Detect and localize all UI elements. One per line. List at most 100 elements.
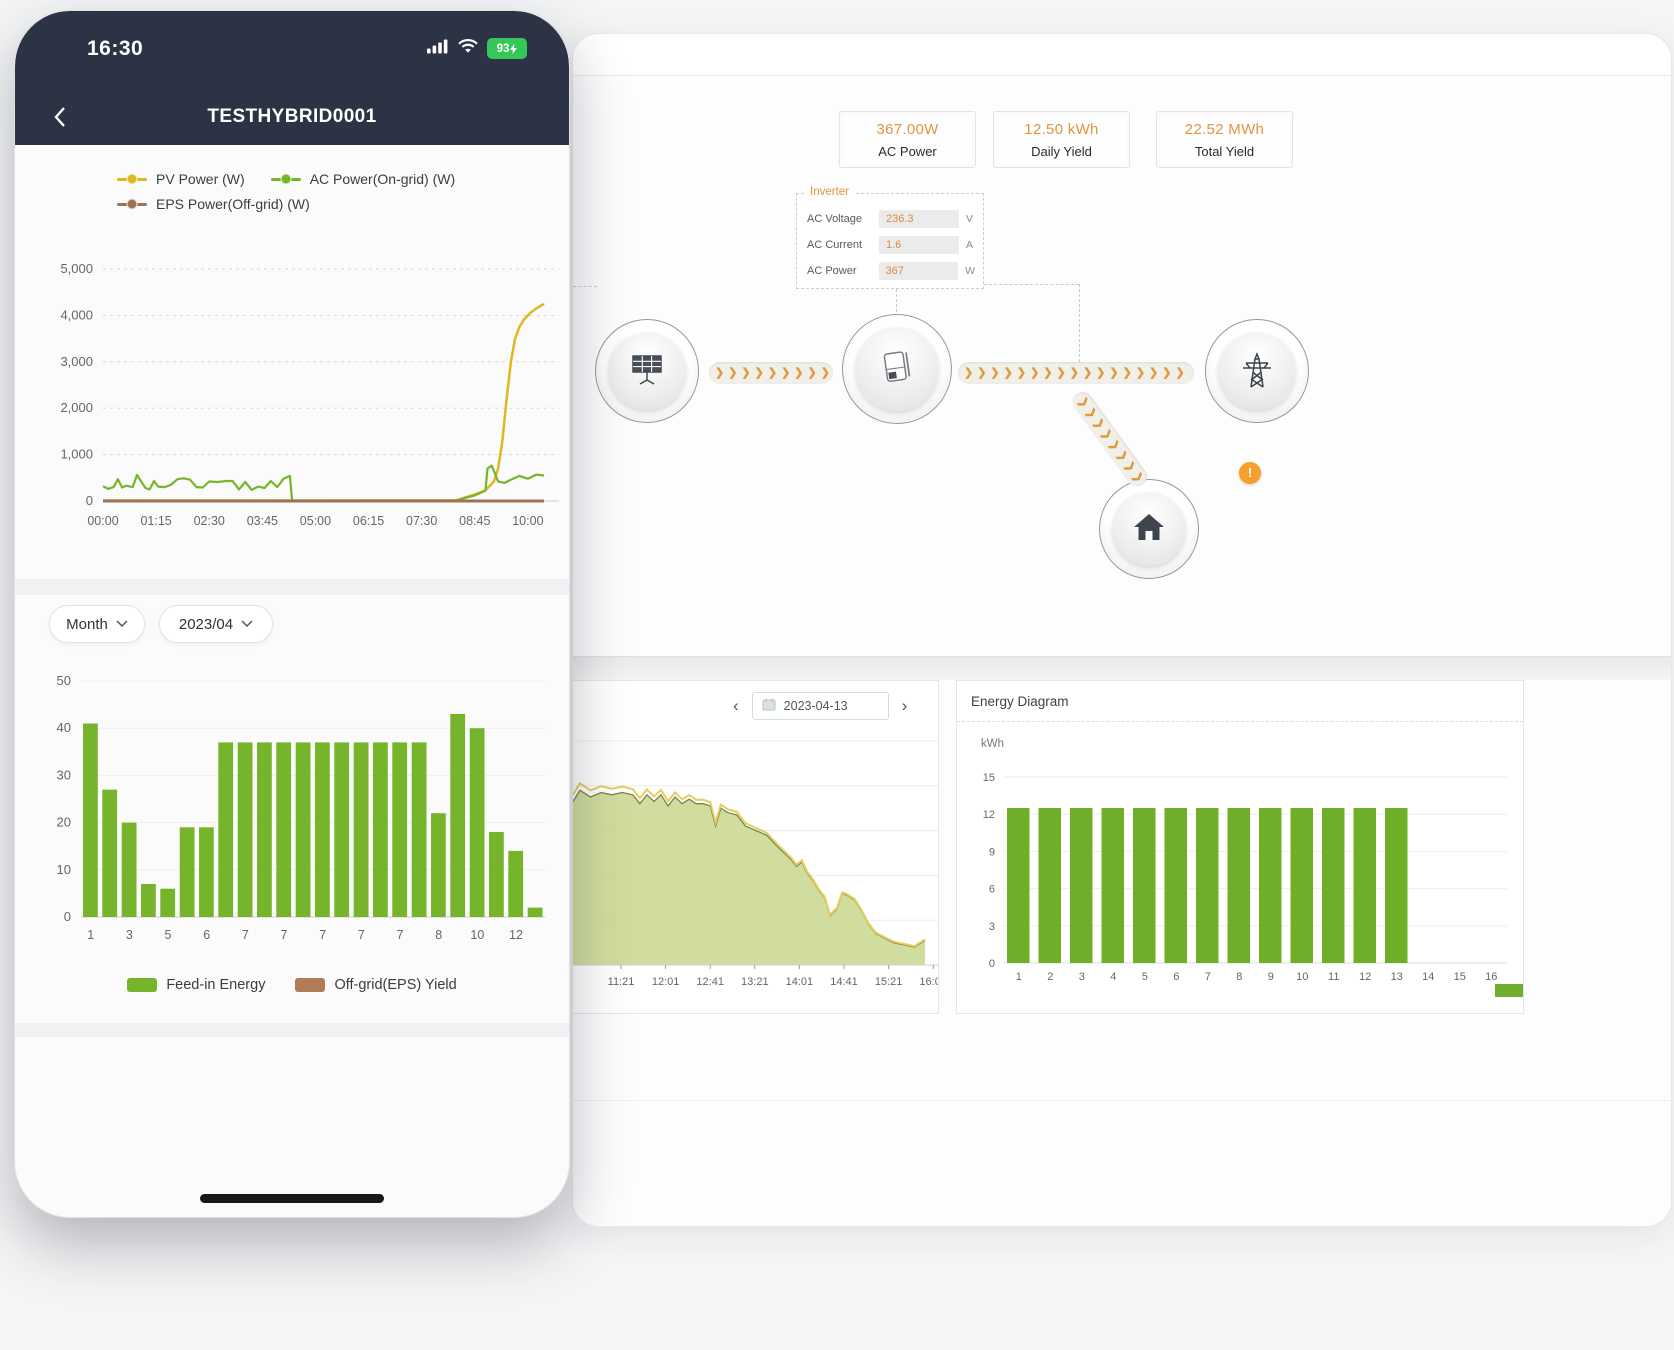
svg-text:03:45: 03:45 (247, 514, 278, 528)
next-day-button[interactable]: › (901, 696, 908, 715)
date-navigator: ‹ 2023-04-13 › (733, 692, 907, 720)
web-dashboard-window: 367.00W AC Power 12.50 kWh Daily Yield 2… (572, 33, 1672, 1227)
svg-text:6: 6 (203, 928, 210, 942)
legend-item-eps-yield[interactable]: Off-grid(EPS) Yield (295, 977, 457, 993)
svg-text:12:01: 12:01 (652, 976, 680, 988)
svg-text:4,000: 4,000 (60, 307, 93, 322)
svg-text:7: 7 (1205, 971, 1211, 983)
cellular-signal-icon (427, 38, 449, 59)
legend-item-feed-in[interactable]: Feed-in Energy (127, 977, 265, 993)
inverter-row-power: AC Power 367 W (807, 258, 975, 284)
battery-icon: 93 (487, 38, 527, 59)
date-value: 2023-04-13 (783, 699, 848, 713)
solar-panel-icon (627, 350, 667, 393)
section-divider (573, 656, 1671, 680)
daily-curve-panel: ‹ 2023-04-13 › 11:21 12:01 12:41 13:21 14:01… (573, 680, 939, 1014)
svg-text:2,000: 2,000 (60, 400, 93, 415)
stat-card-total-yield: 22.52 MWh Total Yield (1156, 111, 1293, 168)
daily-power-area-chart: 11:21 12:01 12:41 13:21 14:01 14:41 15:21 16:01 (573, 740, 939, 988)
energy-diagram-panel: Energy Diagram kWh 0 3 6 9 12 15 1 2 3 4 5 6 7 8 9 10 11… (956, 680, 1524, 1014)
svg-text:16:01: 16:01 (919, 976, 939, 988)
legend-item-eps-power[interactable]: EPS Power(Off-grid) (W) (117, 196, 310, 212)
svg-text:07:30: 07:30 (406, 514, 437, 528)
svg-text:15: 15 (1454, 971, 1466, 983)
month-dropdown[interactable]: 2023/04 (159, 605, 273, 643)
svg-text:12: 12 (1359, 971, 1371, 983)
period-dropdown[interactable]: Month (49, 605, 145, 643)
svg-text:13: 13 (1391, 971, 1403, 983)
svg-text:10: 10 (57, 862, 71, 877)
svg-text:10: 10 (1296, 971, 1308, 983)
legend-marker (117, 198, 147, 210)
svg-text:1: 1 (1016, 971, 1022, 983)
svg-text:30: 30 (57, 767, 71, 782)
svg-text:5: 5 (1142, 971, 1148, 983)
legend-swatch (295, 978, 326, 992)
phone-status-bar: 16:30 93 (15, 11, 569, 89)
back-button[interactable] (47, 103, 75, 131)
legend-marker (117, 173, 147, 185)
inverter-info-panel: Inverter AC Voltage 236.3 V AC Current 1… (796, 186, 984, 289)
svg-text:12:41: 12:41 (696, 976, 724, 988)
phone-nav-bar: TESTHYBRID0001 (15, 89, 569, 145)
svg-text:11:21: 11:21 (608, 976, 635, 988)
prev-day-button[interactable]: ‹ (733, 696, 739, 715)
alert-badge[interactable]: ! (1239, 462, 1261, 484)
svg-text:15: 15 (983, 772, 995, 784)
stat-value: 367.00W (876, 120, 939, 138)
svg-text:14:41: 14:41 (830, 976, 858, 988)
svg-text:5,000: 5,000 (60, 261, 93, 276)
stat-label: AC Power (878, 143, 937, 159)
svg-text:16: 16 (1485, 971, 1497, 983)
wifi-icon (457, 38, 479, 59)
svg-text:7: 7 (281, 928, 288, 942)
svg-text:9: 9 (1268, 971, 1274, 983)
svg-text:0: 0 (86, 493, 93, 508)
svg-text:6: 6 (989, 884, 995, 896)
svg-text:14: 14 (1422, 971, 1434, 983)
svg-text:2: 2 (1047, 971, 1053, 983)
svg-text:5: 5 (165, 928, 172, 942)
inverter-row-voltage: AC Voltage 236.3 V (807, 206, 975, 232)
svg-text:12: 12 (509, 928, 523, 942)
legend-marker (270, 173, 301, 185)
svg-text:1: 1 (87, 928, 94, 942)
card-divider (15, 1023, 569, 1037)
legend-swatch (127, 978, 158, 992)
svg-text:13:21: 13:21 (741, 976, 769, 988)
svg-text:00:00: 00:00 (87, 514, 118, 528)
connector-dashed (573, 286, 597, 287)
window-toolbar (573, 34, 1671, 76)
y-axis-unit: kWh (981, 738, 1004, 750)
bar-chart-legend: Feed-in Energy Off-grid(EPS) Yield (15, 977, 569, 993)
divider (957, 721, 1523, 722)
stat-value: 12.50 kWh (1024, 120, 1099, 138)
device-title: TESTHYBRID0001 (207, 106, 377, 127)
date-picker[interactable]: 2023-04-13 (751, 692, 889, 720)
node-power-grid (1205, 319, 1309, 423)
svg-text:08:45: 08:45 (459, 514, 490, 528)
svg-text:7: 7 (358, 928, 365, 942)
home-indicator[interactable] (200, 1194, 384, 1203)
svg-text:7: 7 (319, 928, 326, 942)
flow-arrows-inverter-to-grid: ❯❯❯❯❯❯❯❯❯❯❯❯❯❯❯❯❯ (958, 362, 1194, 384)
svg-text:7: 7 (397, 928, 404, 942)
svg-text:06:15: 06:15 (353, 514, 384, 528)
svg-text:7: 7 (242, 928, 249, 942)
legend-item-ac-power[interactable]: AC Power(On-grid) (W) (270, 171, 455, 187)
node-inverter (842, 314, 952, 424)
energy-legend-swatch (1495, 984, 1523, 997)
svg-text:3,000: 3,000 (60, 354, 93, 369)
ac-voltage-value: 236.3 (879, 210, 959, 228)
ac-current-value: 1.6 (879, 236, 959, 254)
monthly-yield-bar-chart: 0 10 20 30 40 50 1 3 5 6 7 7 7 7 7 8 10 12 (57, 673, 545, 942)
svg-text:12: 12 (983, 809, 995, 821)
inverter-row-current: AC Current 1.6 A (807, 232, 975, 258)
stat-label: Daily Yield (1031, 143, 1092, 159)
grid-tower-icon (1238, 349, 1276, 394)
legend-item-pv-power[interactable]: PV Power (W) (117, 171, 245, 187)
ac-power-value: 367 (878, 262, 959, 280)
phone-mockup: 16:30 93 TESTHYBRID0001 (14, 10, 570, 1218)
svg-text:0: 0 (64, 909, 71, 924)
